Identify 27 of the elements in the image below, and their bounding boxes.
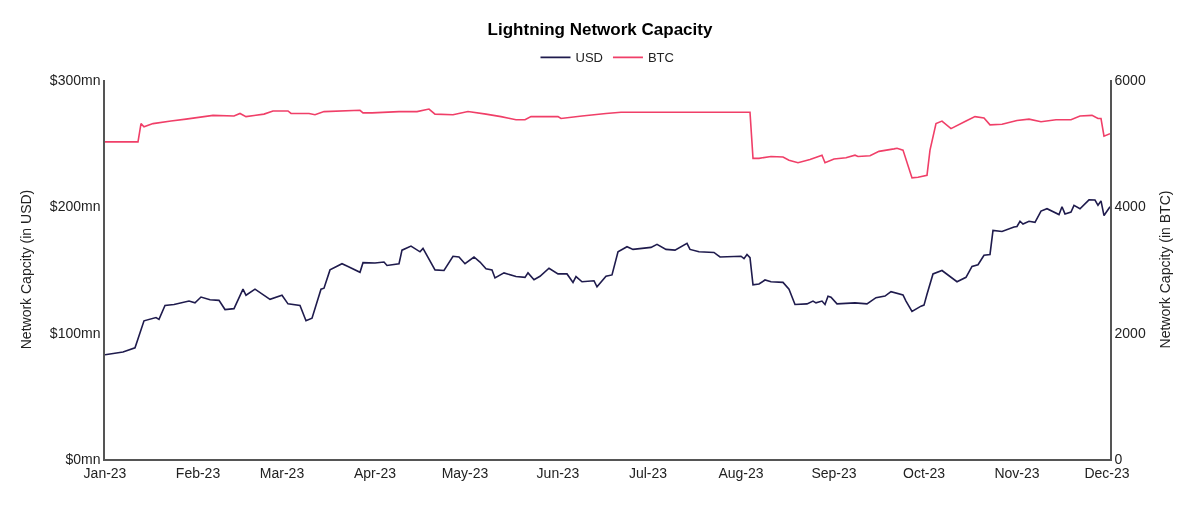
y2-axis-title: Network Capcity (in BTC)	[1156, 190, 1173, 349]
x-tick-label: Sep-23	[811, 464, 857, 481]
y2-tick-label: 0	[1114, 450, 1123, 467]
x-tick-label: Mar-23	[259, 464, 305, 481]
x-tick-label: Dec-23	[1084, 464, 1130, 481]
y-tick-label: $100mn	[49, 324, 101, 341]
y2-tick-label: 4000	[1114, 198, 1146, 215]
chart-title: Lightning Network Capacity	[487, 20, 713, 40]
x-tick-label: Oct-23	[902, 464, 946, 481]
y-tick-label: $0mn	[65, 450, 101, 467]
x-tick-label: Feb-23	[175, 464, 221, 481]
line-series	[105, 199, 1110, 356]
y2-tick-label: 2000	[1114, 324, 1146, 341]
x-tick-label: May-23	[441, 464, 489, 481]
x-tick-label: Nov-23	[994, 464, 1040, 481]
y2-tick-label: 6000	[1114, 71, 1146, 88]
y-tick-label: $200mn	[49, 198, 101, 215]
legend-label: USD	[575, 50, 603, 66]
legend-label: BTC	[647, 50, 674, 66]
x-tick-label: Aug-23	[718, 464, 764, 481]
x-tick-label: Jan-23	[83, 464, 127, 481]
y-axis-title: Network Capcity (in USD)	[17, 189, 34, 350]
x-tick-label: Jun-23	[536, 464, 580, 481]
x-tick-label: Apr-23	[353, 464, 397, 481]
line-series	[105, 108, 1110, 179]
x-tick-label: Jul-23	[628, 464, 668, 481]
y-tick-label: $300mn	[49, 71, 101, 88]
